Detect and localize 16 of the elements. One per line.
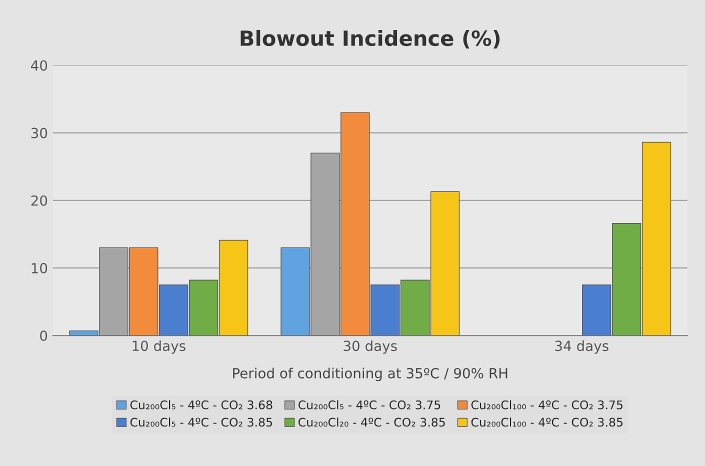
y-tick-label: 40: [31, 60, 48, 71]
legend-label: Cu₂₀₀Cl₁₀₀ - 4ºC - CO₂ 3.85: [471, 418, 622, 427]
y-tick-label: 30: [31, 128, 48, 138]
y-tick-label: 10: [32, 262, 48, 274]
x-tick-label: 10 days: [132, 340, 186, 354]
legend-label: Cu₂₀₀Cl₁₀₀ - 4ºC - CO₂ 3.75: [471, 400, 622, 410]
x-tick-label: 30 days: [344, 340, 397, 354]
legend-label: Cu₂₀₀Cl₅ - 4ºC - CO₂ 3.75: [298, 400, 440, 410]
legend-label: Cu₂₀₀Cl₅ - 4ºC - CO₂ 3.68: [130, 400, 272, 410]
y-tick-label: 0: [40, 330, 48, 341]
legend-label: Cu₂₀₀Cl₂₀ - 4ºC - CO₂ 3.85: [298, 418, 445, 427]
chart-title: Blowout Incidence (%): [240, 30, 500, 49]
legend-label: Cu₂₀₀Cl₅ - 4ºC - CO₂ 3.85: [130, 418, 272, 427]
x-tick-label: 34 days: [555, 340, 608, 354]
y-tick-label: 20: [31, 195, 48, 206]
x-axis-title: Period of conditioning at 35ºC / 90% RH: [233, 368, 508, 382]
